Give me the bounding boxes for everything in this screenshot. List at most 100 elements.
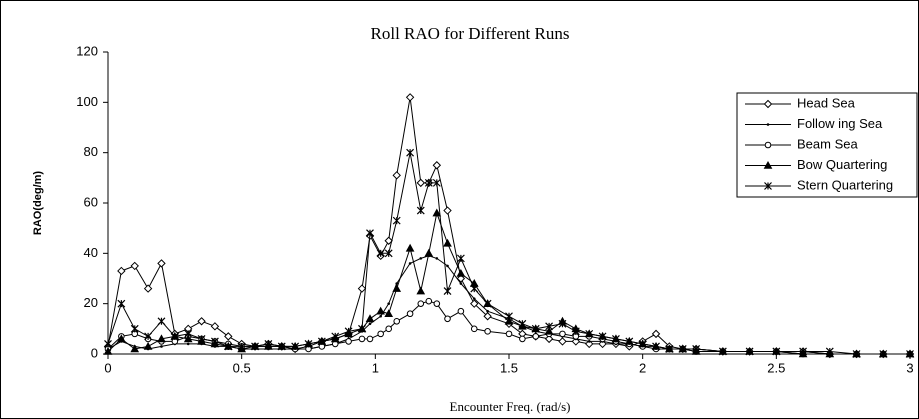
- marker: [264, 340, 273, 348]
- marker: [424, 248, 434, 257]
- marker: [379, 314, 382, 318]
- marker: [384, 236, 393, 245]
- marker: [395, 282, 399, 285]
- marker: [425, 297, 433, 305]
- marker: [718, 347, 727, 356]
- marker: [584, 339, 594, 349]
- legend-label: Beam Sea: [797, 136, 858, 151]
- marker: [532, 333, 540, 340]
- marker: [170, 332, 179, 341]
- x-tick-label: 1.5: [500, 360, 518, 375]
- marker: [598, 332, 607, 341]
- marker: [251, 342, 259, 351]
- legend-marker: [763, 99, 773, 109]
- marker: [665, 345, 674, 353]
- marker: [277, 342, 286, 351]
- legend-label: Head Sea: [797, 95, 856, 110]
- marker: [470, 325, 478, 333]
- marker: [772, 347, 781, 356]
- marker: [358, 324, 366, 333]
- marker: [392, 284, 402, 292]
- marker: [472, 297, 476, 300]
- marker: [224, 332, 233, 341]
- marker: [237, 342, 246, 351]
- marker: [446, 264, 449, 268]
- marker: [638, 340, 647, 348]
- marker: [197, 317, 206, 326]
- marker: [518, 319, 527, 328]
- marker: [612, 334, 620, 343]
- marker: [345, 338, 352, 345]
- marker: [505, 312, 513, 321]
- marker: [433, 300, 441, 307]
- marker: [366, 335, 374, 343]
- marker: [103, 346, 113, 355]
- x-tick-label: 0: [104, 360, 111, 375]
- marker: [470, 284, 479, 293]
- marker: [504, 316, 514, 325]
- marker: [393, 317, 401, 325]
- marker: [470, 299, 479, 308]
- marker: [457, 307, 465, 315]
- marker: [160, 345, 163, 348]
- marker: [559, 330, 566, 338]
- marker: [406, 310, 414, 318]
- y-axis-label: RAO(deg/m): [32, 171, 44, 236]
- marker: [408, 262, 412, 265]
- marker: [157, 317, 166, 326]
- marker: [117, 266, 126, 276]
- marker: [183, 334, 193, 343]
- marker: [392, 216, 401, 225]
- marker: [368, 322, 372, 326]
- marker: [130, 344, 140, 353]
- marker: [376, 249, 385, 258]
- marker: [104, 340, 112, 348]
- marker: [304, 340, 313, 348]
- marker: [598, 339, 607, 349]
- marker: [444, 315, 451, 323]
- x-tick-label: 1: [372, 360, 379, 375]
- marker: [157, 259, 166, 268]
- marker: [424, 178, 433, 187]
- marker: [519, 335, 526, 343]
- marker: [384, 309, 394, 318]
- marker: [405, 93, 415, 102]
- marker: [456, 254, 465, 263]
- marker: [692, 345, 701, 353]
- marker: [331, 332, 340, 341]
- marker: [211, 337, 219, 346]
- marker: [571, 327, 580, 336]
- marker: [405, 243, 415, 252]
- marker: [376, 306, 386, 315]
- legend-label: Bow Quartering: [797, 157, 887, 172]
- marker: [358, 335, 366, 343]
- marker: [143, 341, 153, 350]
- y-tick-label: 0: [91, 345, 98, 360]
- marker: [366, 229, 374, 238]
- marker: [416, 206, 425, 215]
- marker: [432, 178, 441, 187]
- marker: [652, 342, 660, 351]
- marker: [435, 257, 439, 260]
- marker: [587, 340, 591, 343]
- legend-marker: [766, 123, 770, 126]
- marker: [432, 161, 442, 170]
- x-axis-label: Encounter Freq. (rad/s): [450, 399, 571, 414]
- marker: [443, 238, 452, 247]
- marker: [130, 324, 139, 333]
- marker: [144, 332, 153, 341]
- chart-title: Roll RAO for Different Runs: [371, 24, 570, 43]
- y-tick-label: 20: [84, 295, 98, 310]
- marker: [625, 337, 634, 346]
- marker: [406, 148, 415, 157]
- y-tick-label: 40: [84, 245, 98, 260]
- marker: [365, 314, 375, 323]
- marker: [799, 347, 807, 356]
- marker: [879, 350, 888, 358]
- marker: [143, 284, 153, 293]
- marker: [531, 324, 540, 333]
- marker: [377, 330, 384, 338]
- marker: [157, 334, 166, 343]
- marker: [416, 286, 426, 295]
- marker: [344, 327, 353, 336]
